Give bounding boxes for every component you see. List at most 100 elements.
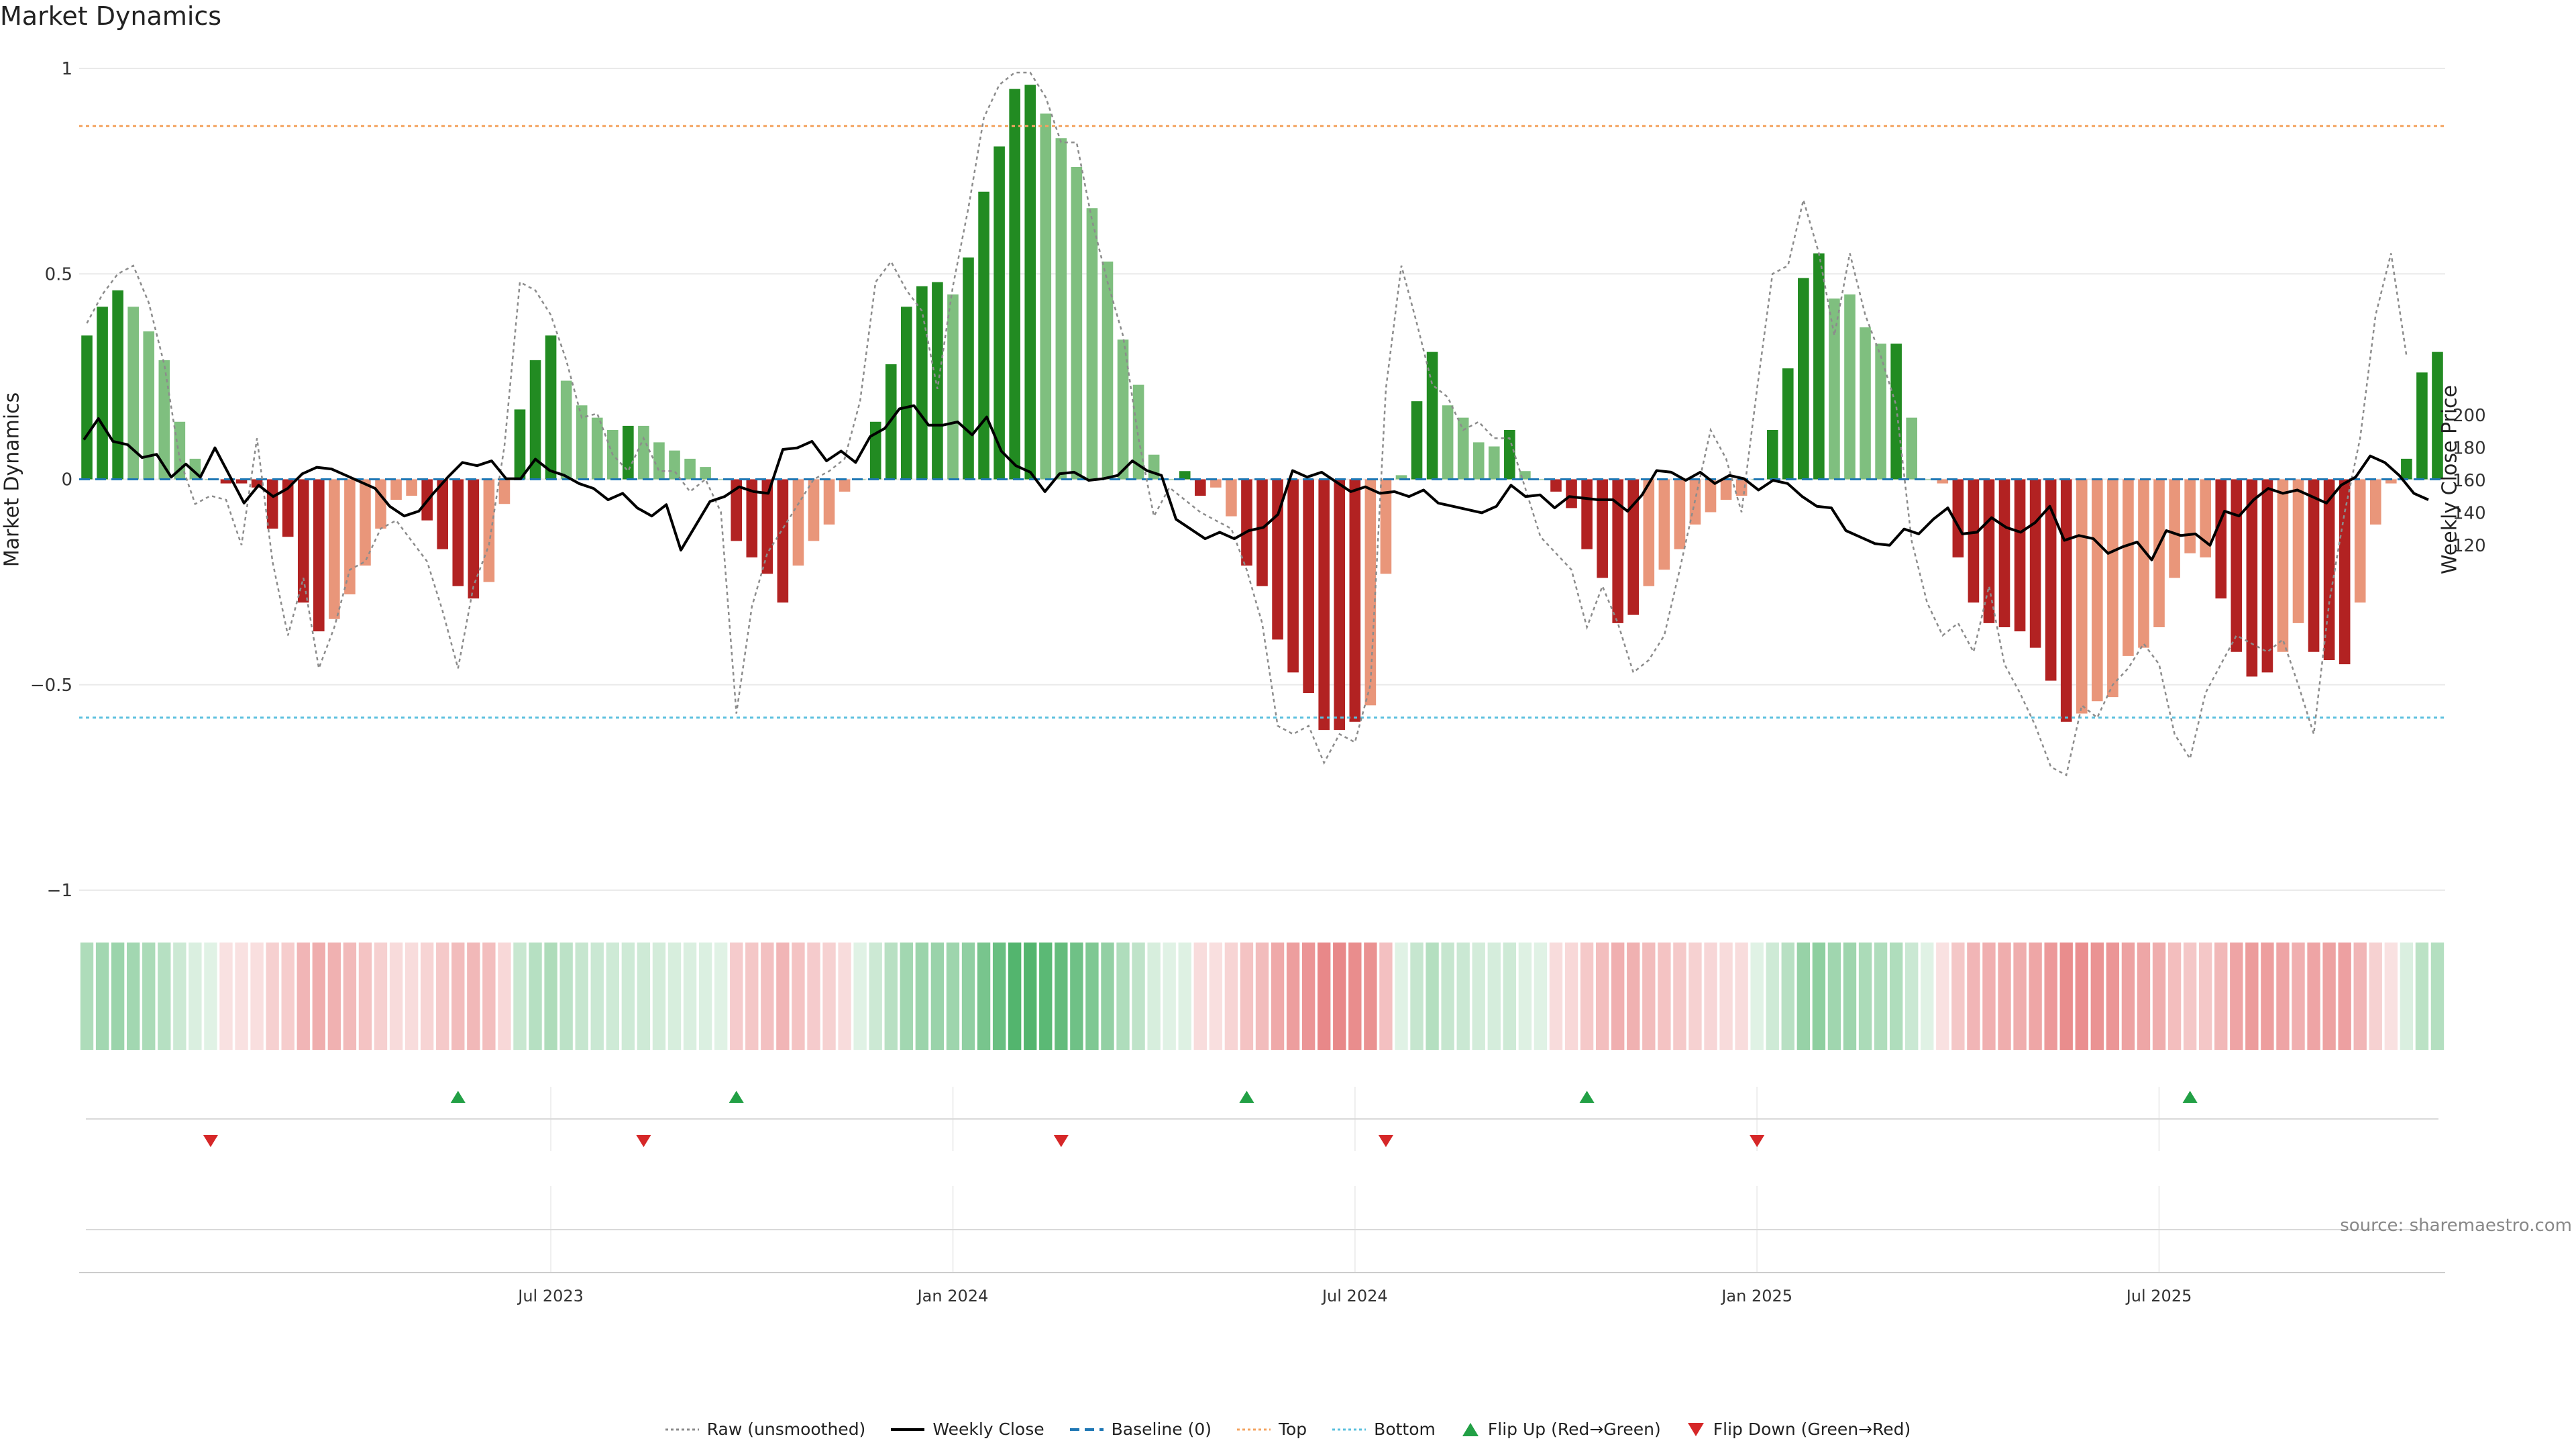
- dynamics-bar: [2354, 479, 2366, 603]
- dynamics-bar: [576, 405, 588, 480]
- stripe-cell: [1889, 943, 1903, 1050]
- stripe-cell: [1348, 943, 1362, 1050]
- stripe-cell: [95, 943, 109, 1050]
- dynamics-bar: [2014, 479, 2026, 632]
- dynamics-bar: [2432, 352, 2443, 480]
- dynamics-bar: [1380, 479, 1392, 574]
- stripe-cell: [1781, 943, 1794, 1050]
- dynamics-bar: [529, 360, 541, 480]
- dynamics-bar: [1998, 479, 2010, 627]
- dynamics-bar: [514, 409, 526, 480]
- stripe-cell: [451, 943, 465, 1050]
- stripe-cell: [1364, 943, 1377, 1050]
- legend-item-close: Weekly Close: [891, 1419, 1044, 1439]
- dynamics-bar: [1813, 253, 1825, 480]
- stripe-cell: [1627, 943, 1640, 1050]
- dynamics-bar: [2029, 479, 2041, 648]
- stripe-cell: [1255, 943, 1269, 1050]
- legend-label: Raw (unsmoothed): [706, 1419, 866, 1439]
- legend-label: Baseline (0): [1111, 1419, 1212, 1439]
- stripe-cell: [1055, 943, 1068, 1050]
- stripe-cell: [513, 943, 527, 1050]
- stripe-cell: [2230, 943, 2243, 1050]
- legend-item-top: Top: [1236, 1419, 1307, 1439]
- stripe-cell: [2167, 943, 2182, 1050]
- dynamics-bar: [1226, 479, 1237, 517]
- dynamics-bar: [1937, 479, 1949, 484]
- stripe-cell: [80, 943, 94, 1050]
- stripe-cell: [1163, 943, 1176, 1050]
- stripe-cell: [436, 943, 449, 1050]
- dynamics-bar: [1705, 479, 1717, 513]
- stripe-cell: [1827, 943, 1841, 1050]
- dynamics-bar: [2261, 479, 2273, 673]
- y-left-tick-label: 0.5: [45, 264, 72, 284]
- y-right-tick-label: 200: [2453, 406, 2486, 426]
- dynamics-bar: [638, 425, 649, 480]
- dynamics-bar: [2123, 479, 2134, 656]
- stripe-cell: [2307, 943, 2320, 1050]
- stripe-cell: [1858, 943, 1872, 1050]
- dynamics-bar: [1009, 89, 1020, 480]
- dynamics-bar: [235, 479, 248, 484]
- stripe-cell: [621, 943, 635, 1050]
- dynamics-bar: [1318, 479, 1330, 731]
- dotted-cyan-line-icon: [1332, 1428, 1366, 1430]
- dynamics-bar: [1968, 479, 1980, 603]
- dynamics-bar: [947, 294, 959, 480]
- dynamics-bar: [1875, 343, 1886, 480]
- dynamics-bar: [1395, 475, 1407, 480]
- stripe-cell: [2353, 943, 2367, 1050]
- stripe-cell: [2013, 943, 2027, 1050]
- stripe-cell: [2090, 943, 2104, 1050]
- dynamics-bar: [746, 479, 758, 557]
- dynamics-bar: [545, 335, 557, 480]
- dynamics-bar: [823, 479, 835, 525]
- dynamics-bar: [1132, 384, 1144, 480]
- dynamics-bar: [1597, 479, 1608, 578]
- stripe-cell: [2137, 943, 2151, 1050]
- dynamics-bar: [297, 479, 309, 603]
- flip-down-marker: [636, 1135, 651, 1147]
- stripe-cell: [1456, 943, 1470, 1050]
- stripe-cell: [1132, 943, 1145, 1050]
- dynamics-bar: [2369, 479, 2381, 525]
- dynamics-bar: [2246, 479, 2258, 677]
- stripe-cell: [2292, 943, 2305, 1050]
- stripe-cell: [405, 943, 419, 1050]
- stripe-cell: [1688, 943, 1702, 1050]
- dynamics-bar: [1303, 479, 1314, 693]
- dynamics-bar: [777, 479, 789, 603]
- dynamics-bar: [1055, 138, 1067, 480]
- dynamics-bar: [390, 479, 402, 500]
- weekly-close-line: [83, 404, 2429, 561]
- stripe-cell: [714, 943, 728, 1050]
- dynamics-bar: [731, 479, 743, 541]
- stripe-cell: [698, 943, 712, 1050]
- dotted-gray-line-icon: [665, 1428, 699, 1430]
- stripe-cell: [219, 943, 233, 1050]
- stripe-cell: [1812, 943, 1826, 1050]
- dynamics-bar: [1334, 479, 1346, 731]
- dynamics-bar: [1241, 479, 1252, 566]
- stripe-cell: [235, 943, 248, 1050]
- stripe-cell: [853, 943, 867, 1050]
- y-left-tick-label: 1: [61, 59, 72, 79]
- dynamics-bar: [1411, 401, 1423, 480]
- red-down-triangle-icon: [1687, 1422, 1704, 1436]
- stripe-cell: [266, 943, 279, 1050]
- stripe-cell: [2106, 943, 2120, 1050]
- stripe-cell: [1518, 943, 1532, 1050]
- dynamics-bar: [1566, 479, 1577, 508]
- stripe-cell: [2044, 943, 2057, 1050]
- stripe-cell: [1750, 943, 1764, 1050]
- stripe-cell: [420, 943, 434, 1050]
- dynamics-bar: [792, 479, 804, 566]
- chart-title: Market Dynamics: [0, 1, 222, 31]
- dynamics-bar: [266, 479, 278, 529]
- x-tick-label: Jul 2025: [2125, 1287, 2192, 1305]
- dynamics-bar: [1627, 479, 1640, 615]
- dashed-blue-line-icon: [1069, 1428, 1104, 1431]
- dynamics-bar: [1860, 327, 1871, 480]
